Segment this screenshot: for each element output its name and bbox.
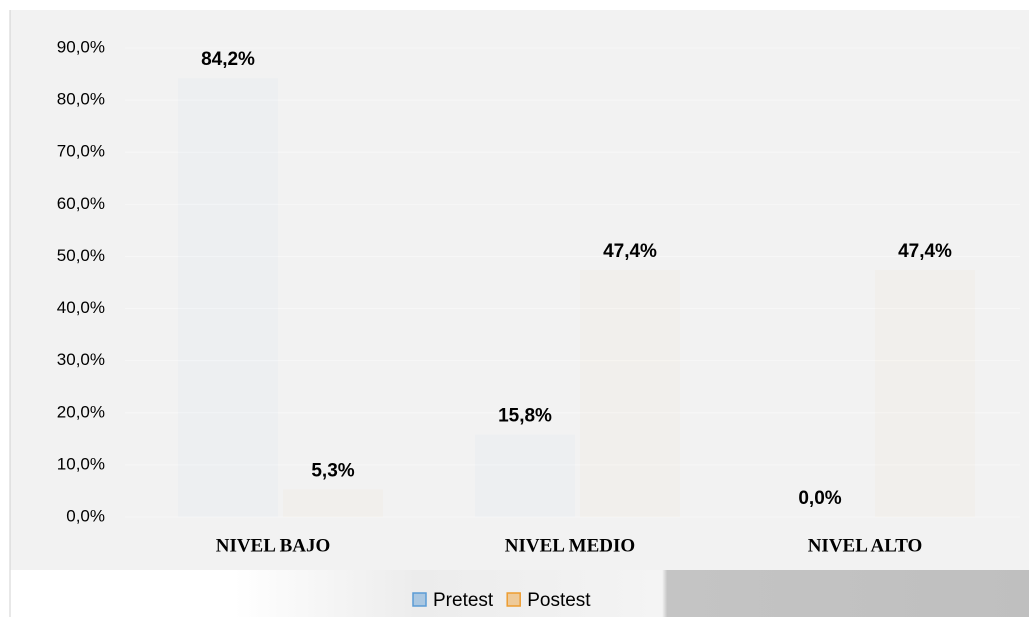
bar [283,489,383,517]
y-tick-label: 10,0% [57,454,105,473]
data-label: 5,3% [311,460,354,481]
y-tick-label: 80,0% [57,90,105,109]
y-tick-label: 20,0% [57,402,105,421]
data-label: 15,8% [498,406,552,427]
y-tick-label: 0,0% [66,506,105,525]
data-label: 47,4% [603,241,657,262]
legend-swatch [412,592,427,607]
data-label: 84,2% [201,49,255,70]
y-tick-label: 30,0% [57,350,105,369]
bar [875,270,975,517]
bar [475,435,575,517]
y-tick-label: 40,0% [57,298,105,317]
y-tick-label: 50,0% [57,246,105,265]
legend-label: Postest [527,590,591,611]
y-tick-label: 60,0% [57,194,105,213]
x-tick-label: NIVEL ALTO [808,535,923,556]
x-tick-label: NIVEL MEDIO [505,535,635,556]
plot-background [10,10,1029,570]
y-tick-label: 70,0% [57,142,105,161]
legend-swatch [506,592,521,607]
data-label: 47,4% [898,241,952,262]
legend-label: Pretest [433,590,494,611]
bar [580,270,680,517]
x-tick-label: NIVEL BAJO [216,535,331,556]
y-tick-label: 90,0% [57,37,105,56]
bar [178,78,278,517]
data-label: 0,0% [798,488,841,509]
